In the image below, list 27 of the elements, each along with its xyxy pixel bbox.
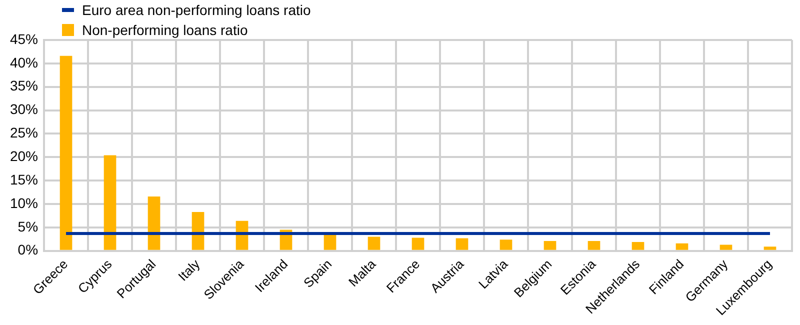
y-tick-label: 5% [18, 218, 38, 234]
y-tick-label: 35% [10, 78, 38, 94]
bar [720, 244, 732, 250]
x-tick-label: Italy [175, 256, 204, 284]
bar [456, 238, 468, 250]
y-tick-label: 30% [10, 101, 38, 118]
bar [500, 240, 512, 250]
legend-label: Non-performing loans ratio [82, 22, 248, 38]
y-tick-label: 25% [10, 124, 38, 141]
bar [104, 155, 116, 250]
bar [676, 243, 688, 250]
y-tick-label: 20% [10, 148, 38, 164]
bar [368, 236, 380, 250]
y-tick-label: 0% [18, 242, 38, 258]
bar [764, 246, 776, 250]
bar [148, 196, 160, 250]
bar [60, 56, 72, 250]
y-tick-label: 45% [10, 30, 38, 47]
legend-label: Euro area non-performing loans ratio [82, 2, 311, 18]
bar [192, 212, 204, 250]
bar [588, 241, 600, 250]
y-tick-label: 15% [10, 171, 38, 188]
bar [412, 238, 424, 250]
bar [544, 241, 556, 250]
y-tick-label: 40% [10, 54, 38, 70]
bar [632, 242, 644, 250]
y-tick-label: 10% [10, 194, 38, 211]
